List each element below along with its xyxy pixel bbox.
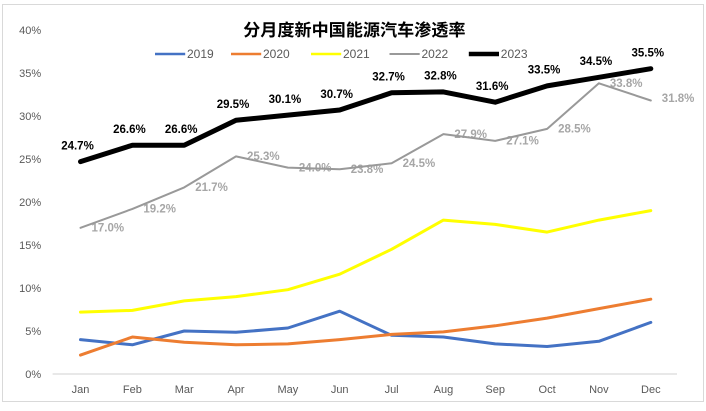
svg-text:Jun: Jun xyxy=(331,384,349,396)
svg-text:Sep: Sep xyxy=(485,384,505,396)
svg-text:29.5%: 29.5% xyxy=(217,99,250,111)
svg-text:2022: 2022 xyxy=(422,47,449,61)
svg-text:May: May xyxy=(278,384,299,396)
svg-text:25%: 25% xyxy=(19,154,41,166)
svg-text:26.6%: 26.6% xyxy=(165,124,198,136)
svg-text:20%: 20% xyxy=(19,197,41,209)
svg-text:31.6%: 31.6% xyxy=(476,81,509,93)
svg-text:2023: 2023 xyxy=(501,47,528,61)
svg-text:0%: 0% xyxy=(25,369,41,381)
svg-text:17.0%: 17.0% xyxy=(92,223,125,235)
svg-text:31.8%: 31.8% xyxy=(662,93,695,105)
svg-text:35%: 35% xyxy=(19,68,41,80)
svg-text:Mar: Mar xyxy=(175,384,194,396)
svg-text:19.2%: 19.2% xyxy=(143,204,176,216)
svg-text:Oct: Oct xyxy=(539,384,556,396)
svg-text:40%: 40% xyxy=(19,25,41,37)
svg-text:35.5%: 35.5% xyxy=(631,48,664,60)
svg-text:32.7%: 32.7% xyxy=(372,72,405,84)
svg-text:26.6%: 26.6% xyxy=(113,124,146,136)
svg-text:Jul: Jul xyxy=(385,384,399,396)
svg-text:28.5%: 28.5% xyxy=(558,124,591,136)
svg-text:Dec: Dec xyxy=(641,384,661,396)
svg-text:2021: 2021 xyxy=(343,47,370,61)
svg-text:Jan: Jan xyxy=(72,384,90,396)
svg-text:30%: 30% xyxy=(19,111,41,123)
svg-text:24.5%: 24.5% xyxy=(403,158,436,170)
svg-text:34.5%: 34.5% xyxy=(580,56,613,68)
svg-text:30.1%: 30.1% xyxy=(269,94,302,106)
svg-text:32.8%: 32.8% xyxy=(424,71,457,83)
svg-text:33.5%: 33.5% xyxy=(528,65,561,77)
svg-text:27.1%: 27.1% xyxy=(506,136,539,148)
svg-text:24.7%: 24.7% xyxy=(61,140,94,152)
svg-text:Apr: Apr xyxy=(227,384,244,396)
svg-text:2020: 2020 xyxy=(263,47,290,61)
svg-text:5%: 5% xyxy=(25,326,41,338)
svg-text:Feb: Feb xyxy=(123,384,142,396)
svg-text:21.7%: 21.7% xyxy=(195,182,228,194)
svg-text:33.8%: 33.8% xyxy=(610,78,643,90)
svg-text:15%: 15% xyxy=(19,240,41,252)
svg-text:10%: 10% xyxy=(19,283,41,295)
svg-text:Aug: Aug xyxy=(434,384,454,396)
svg-text:30.7%: 30.7% xyxy=(320,89,353,101)
svg-text:Nov: Nov xyxy=(589,384,609,396)
svg-text:2019: 2019 xyxy=(187,47,214,61)
